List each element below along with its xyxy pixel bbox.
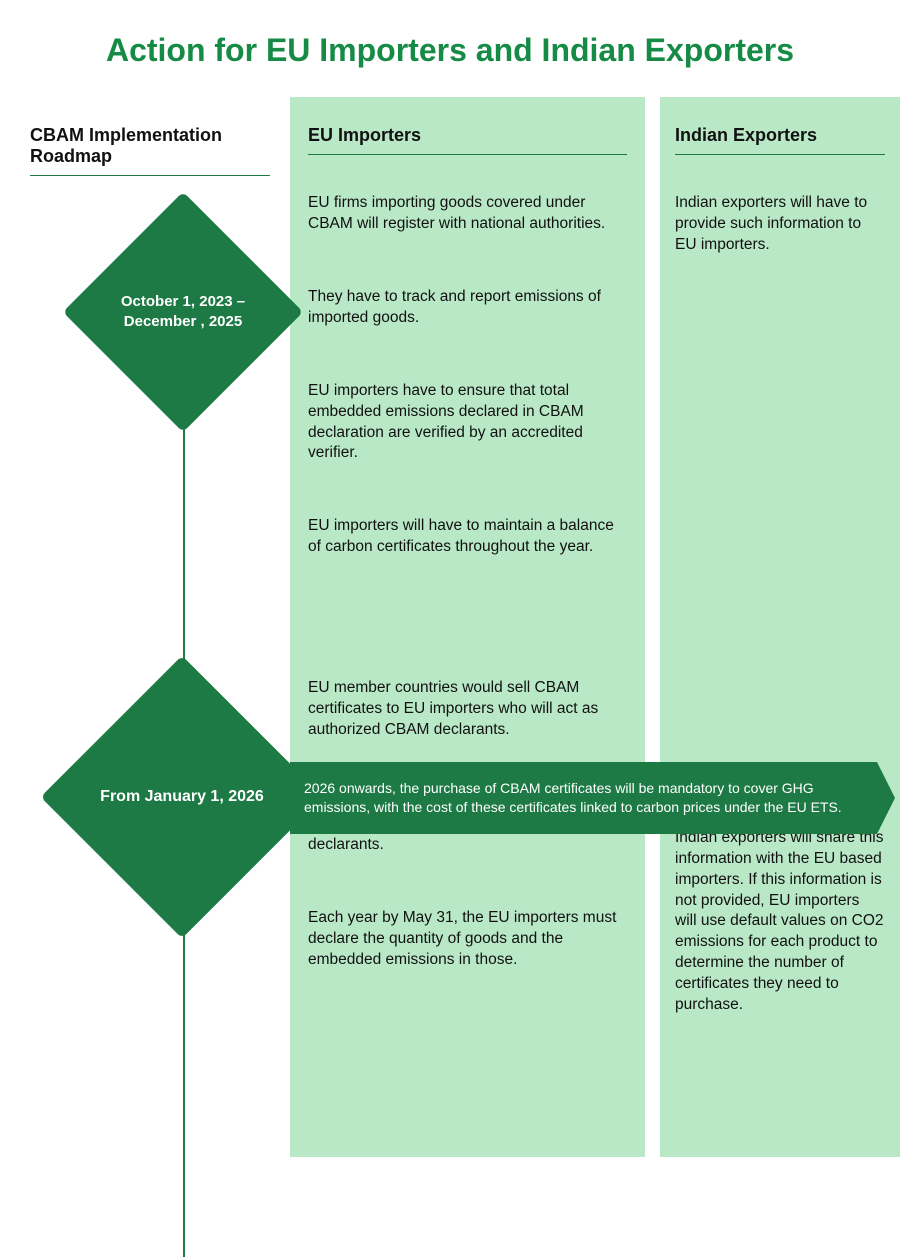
- eu-para-2: They have to track and report emissions …: [308, 287, 627, 329]
- heading-eu: EU Importers: [308, 97, 627, 155]
- eu-para-3: EU importers have to ensure that total e…: [308, 381, 627, 465]
- india-para-2: Indian exporters will share this informa…: [675, 828, 885, 1016]
- column-eu-importers: EU Importers EU firms importing goods co…: [290, 97, 645, 1157]
- heading-roadmap: CBAM Implementation Roadmap: [30, 97, 270, 176]
- eu-para-7: Each year by May 31, the EU importers mu…: [308, 908, 627, 971]
- eu-para-1: EU firms importing goods covered under C…: [308, 193, 627, 235]
- eu-para-5: EU member countries would sell CBAM cert…: [308, 678, 627, 741]
- phase2-banner: 2026 onwards, the purchase of CBAM certi…: [290, 762, 895, 834]
- timeline-milestone-1-label: October 1, 2023 – December , 2025: [98, 227, 268, 397]
- content-area: October 1, 2023 – December , 2025 From J…: [0, 97, 900, 1157]
- column-gap: [645, 97, 660, 1157]
- column-indian-exporters: Indian Exporters Indian exporters will h…: [660, 97, 900, 1157]
- timeline-milestone-1: October 1, 2023 – December , 2025: [63, 192, 303, 432]
- phase2-banner-body: 2026 onwards, the purchase of CBAM certi…: [290, 762, 877, 834]
- phase2-banner-text: 2026 onwards, the purchase of CBAM certi…: [304, 779, 859, 817]
- eu-para-4: EU importers will have to maintain a bal…: [308, 516, 627, 558]
- timeline-milestone-2: From January 1, 2026: [41, 656, 324, 939]
- heading-india: Indian Exporters: [675, 97, 885, 155]
- arrow-right-icon: [877, 762, 895, 834]
- timeline-milestone-2-label: From January 1, 2026: [82, 697, 282, 897]
- india-para-1: Indian exporters will have to provide su…: [675, 193, 885, 256]
- page-title: Action for EU Importers and Indian Expor…: [0, 0, 900, 97]
